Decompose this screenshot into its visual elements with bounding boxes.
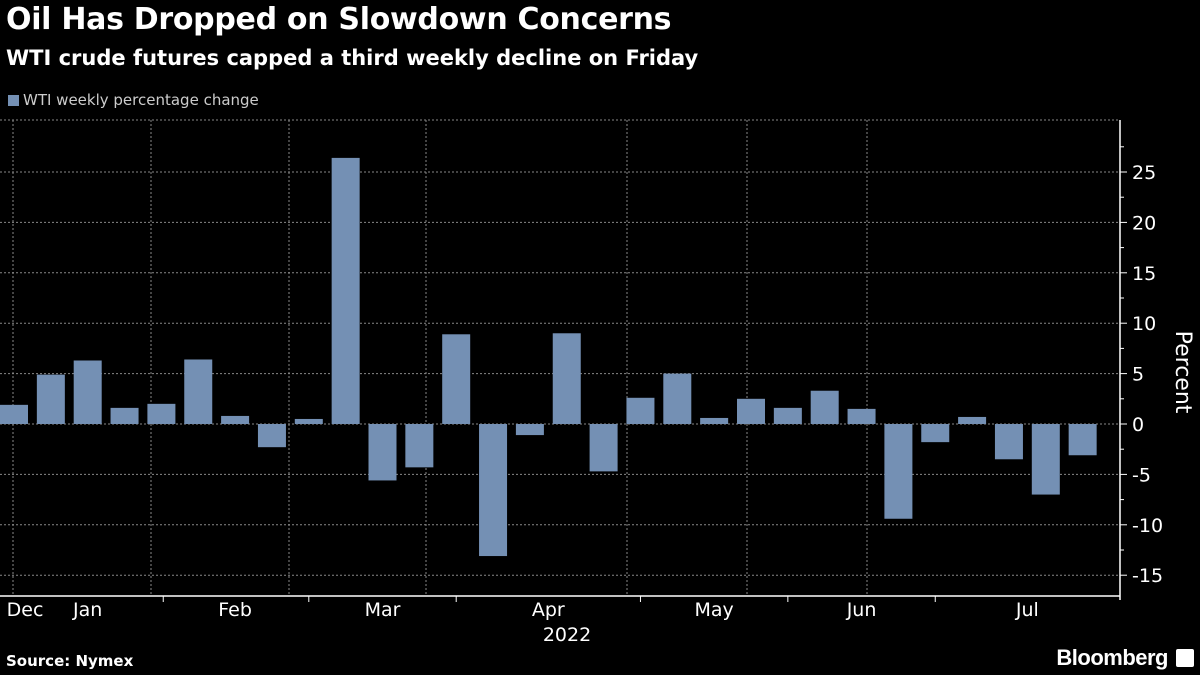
y-tick-label: 0 <box>1132 414 1144 436</box>
y-tick-label: 25 <box>1132 162 1156 184</box>
legend-swatch <box>8 94 19 106</box>
y-tick-label: 5 <box>1132 364 1144 386</box>
bar <box>184 359 213 424</box>
bar <box>221 415 250 424</box>
y-tick-label: -15 <box>1132 565 1163 587</box>
bar <box>1031 424 1060 495</box>
bar <box>737 398 765 424</box>
bar <box>884 424 913 519</box>
bar <box>589 424 618 472</box>
x-tick-label: Apr <box>532 599 565 621</box>
bar <box>331 157 360 424</box>
bar <box>405 424 434 468</box>
bar <box>663 373 692 424</box>
bar <box>700 417 729 424</box>
x-tick-label: Dec <box>7 599 44 621</box>
bar <box>442 334 471 424</box>
bar <box>294 418 323 424</box>
bar <box>36 374 65 424</box>
bar <box>810 390 839 424</box>
bar <box>368 424 397 481</box>
y-tick-label: -10 <box>1132 515 1163 537</box>
bar <box>773 407 802 424</box>
bar <box>147 403 176 424</box>
bar <box>1068 424 1097 456</box>
legend-label: WTI weekly percentage change <box>23 91 259 109</box>
x-tick-label: Jun <box>846 599 877 621</box>
bar <box>73 360 102 424</box>
bar <box>479 424 508 557</box>
x-tick-label: Mar <box>365 599 401 621</box>
bar <box>994 424 1023 460</box>
bar <box>958 416 987 424</box>
bloomberg-logo: Bloomberg <box>1056 645 1168 670</box>
x-tick-label: Jul <box>1015 599 1039 621</box>
y-tick-label: 20 <box>1132 212 1156 234</box>
bar <box>515 424 544 436</box>
source-note: Source: Nymex <box>6 652 134 670</box>
y-tick-label: 15 <box>1132 263 1156 285</box>
bloomberg-chart-icon <box>1176 649 1194 667</box>
bar <box>552 333 581 424</box>
bar <box>847 408 876 424</box>
bar <box>110 407 139 424</box>
x-tick-label: Jan <box>72 599 102 621</box>
bar <box>0 404 28 424</box>
chart-subtitle: WTI crude futures capped a third weekly … <box>6 46 699 70</box>
legend: WTI weekly percentage change <box>8 91 259 109</box>
x-year-label: 2022 <box>543 624 591 646</box>
chart-title: Oil Has Dropped on Slowdown Concerns <box>6 2 672 37</box>
x-tick-label: Feb <box>218 599 252 621</box>
x-tick-label: May <box>695 599 734 621</box>
y-tick-label: 10 <box>1132 313 1156 335</box>
y-axis-label: Percent <box>1170 331 1195 414</box>
bar <box>921 424 950 443</box>
bar <box>626 397 655 424</box>
y-tick-label: -5 <box>1132 464 1151 486</box>
bar <box>257 424 286 448</box>
